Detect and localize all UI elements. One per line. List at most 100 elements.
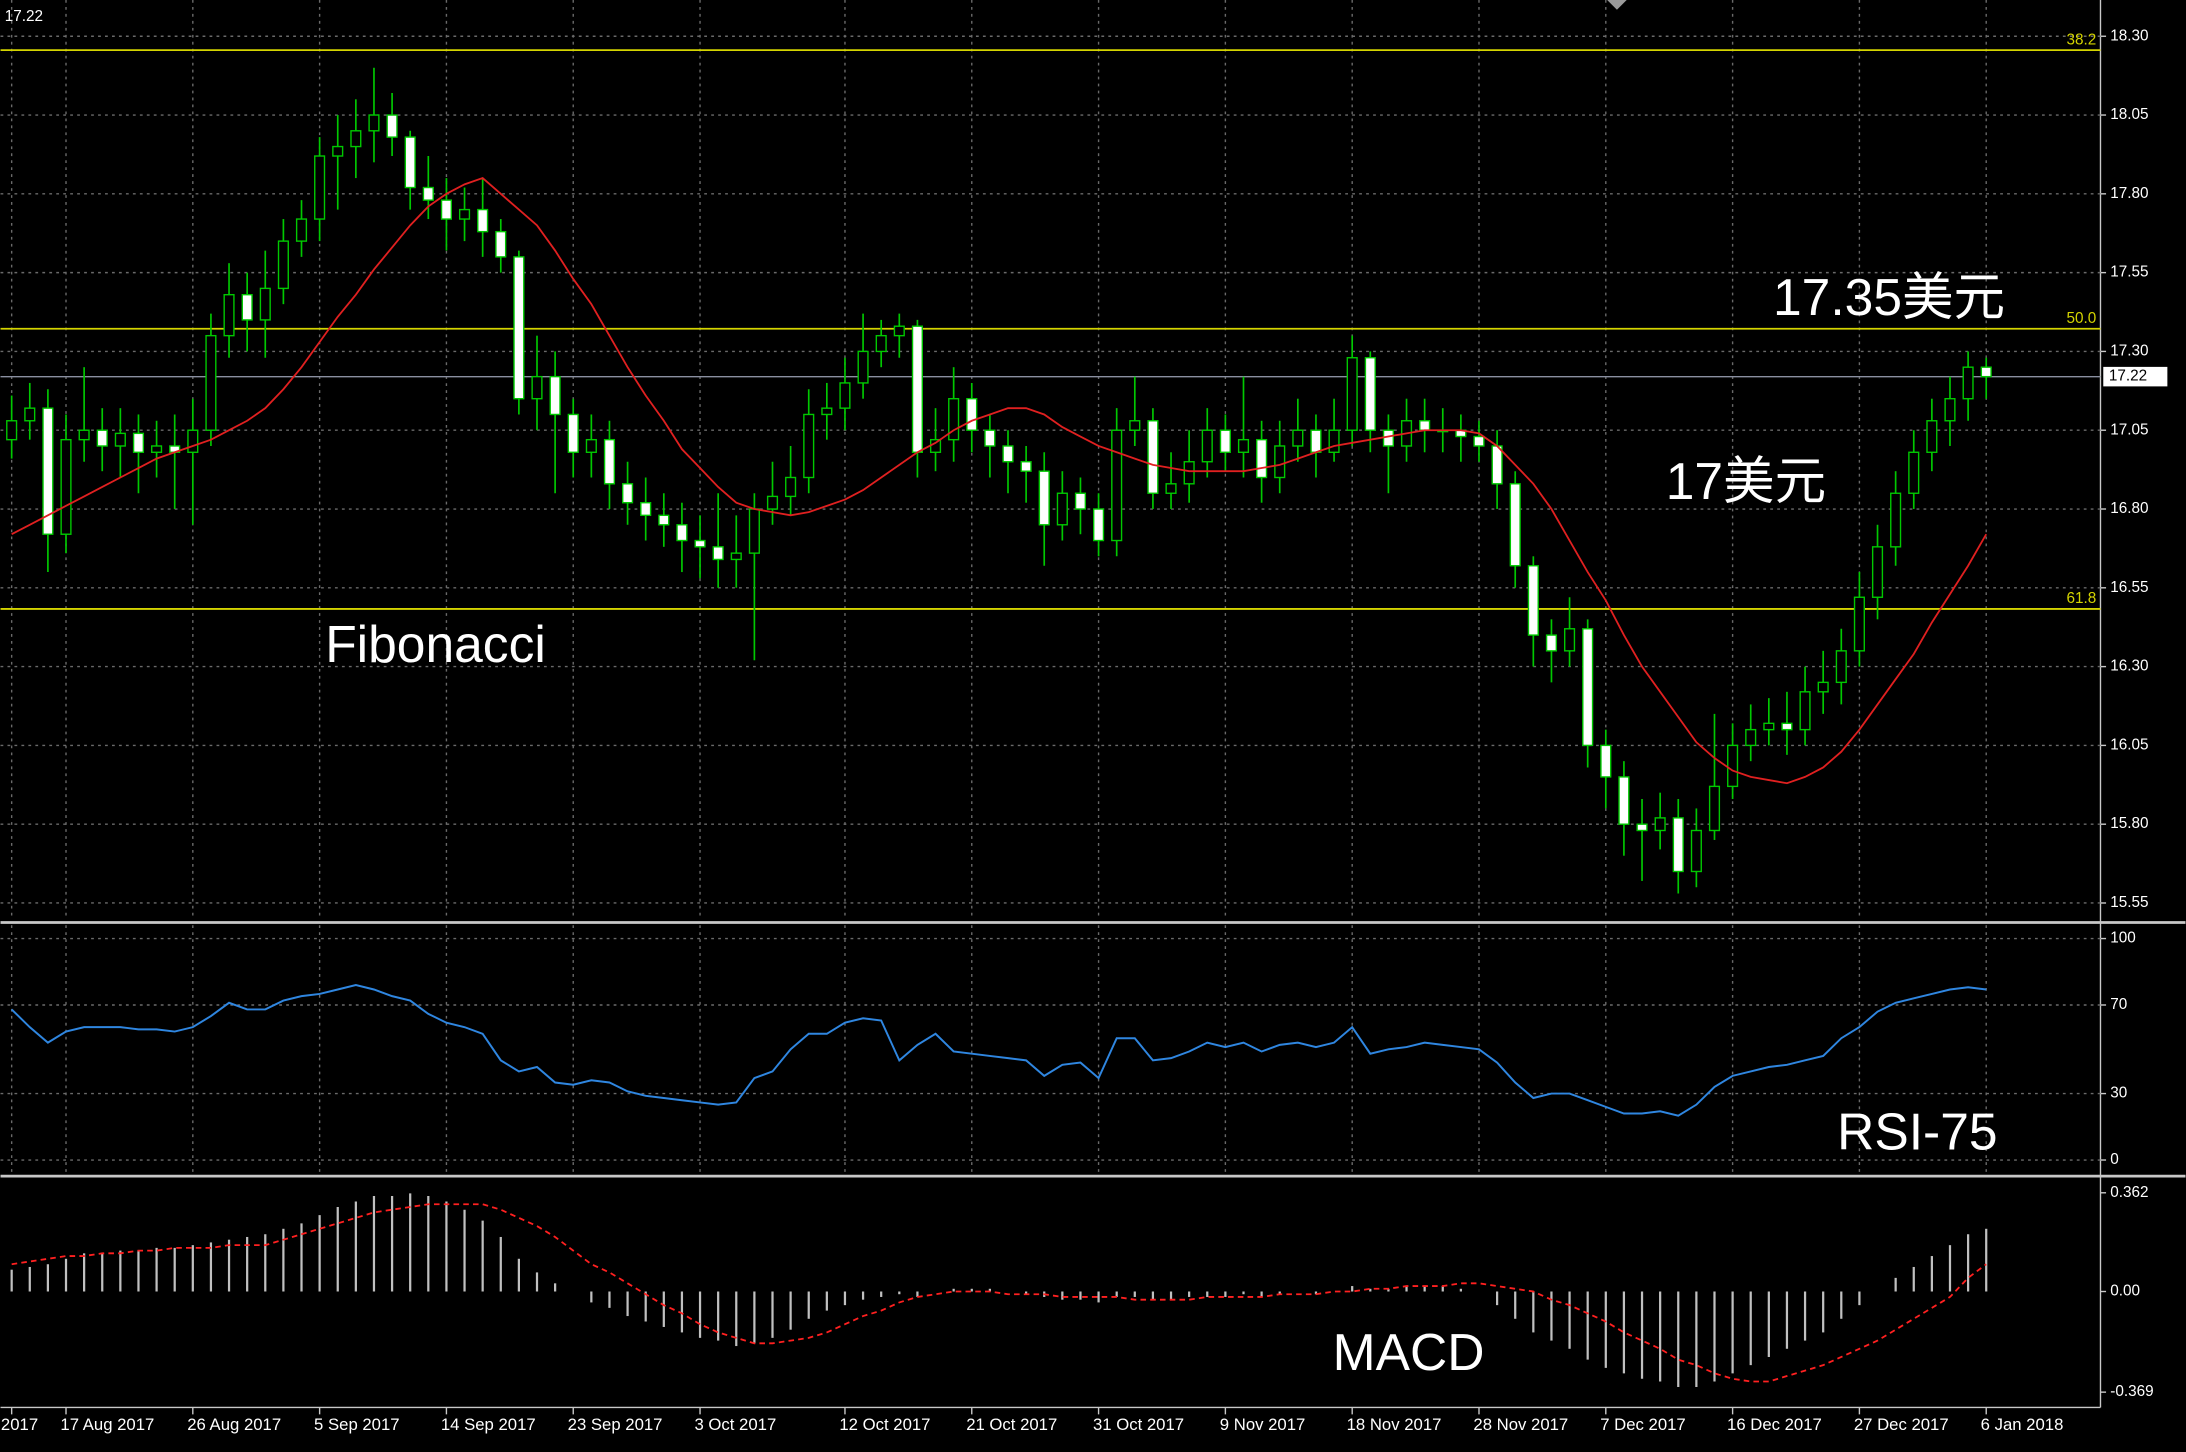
candle-body (1672, 817, 1684, 873)
annotation: Fibonacci (325, 615, 546, 673)
candle-body (1310, 429, 1322, 453)
x-tick-label: 23 Sep 2017 (568, 1415, 663, 1434)
candle-body (259, 287, 271, 321)
indicator-label: MACD (1333, 1323, 1485, 1381)
candle-body (1636, 823, 1648, 832)
candle-body (332, 145, 344, 157)
candle-body (1183, 461, 1195, 485)
candle-body (96, 429, 108, 447)
candle-body (640, 502, 652, 517)
candle-body (1093, 508, 1105, 542)
candle-body (1781, 722, 1793, 731)
candle-body (1038, 470, 1050, 526)
candle-body (42, 407, 54, 535)
candle-body (1201, 429, 1213, 463)
candle-body (948, 398, 960, 441)
fibonacci-label: 50.0 (2066, 310, 2096, 327)
candle-body (477, 208, 489, 233)
y-tick-label: 18.05 (2110, 106, 2148, 123)
candle-body (1111, 429, 1123, 542)
moving-average (11, 177, 1988, 785)
candle-body (1600, 744, 1612, 778)
candle-body (132, 432, 145, 453)
x-tick-label: 26 Aug 2017 (187, 1415, 281, 1434)
candle-body (1582, 628, 1594, 747)
candle-body (223, 293, 235, 337)
candle-body (1926, 420, 1938, 453)
candle-body (1292, 429, 1304, 447)
candle-body (151, 445, 163, 453)
fibonacci-label: 38.2 (2066, 31, 2096, 48)
candle-body (241, 293, 253, 321)
candle-body (1274, 445, 1286, 479)
candle-body (513, 256, 525, 400)
y-tick-label: -0.369 (2110, 1383, 2153, 1400)
candle-body (1708, 785, 1721, 832)
candle-body (422, 186, 434, 201)
candle-body (1908, 451, 1920, 494)
candle-body (785, 476, 797, 498)
last-price-tag (2103, 366, 2168, 387)
candle-body (24, 407, 36, 422)
candle-body (1147, 420, 1159, 494)
y-tick-label: 16.80 (2110, 500, 2148, 517)
candle-body (1165, 483, 1177, 494)
candle-body (495, 230, 507, 258)
y-tick-label: 0.00 (2110, 1283, 2140, 1300)
candle-body (1654, 817, 1666, 832)
candle-body (1980, 366, 1992, 378)
candle-body (1328, 429, 1340, 453)
candle-body (1962, 366, 1974, 400)
y-tick-label: 15.80 (2110, 815, 2148, 832)
candle-body (368, 114, 380, 132)
y-tick-label: 15.55 (2110, 894, 2148, 911)
annotation: 17美元 (1666, 452, 1826, 510)
candle-body (694, 539, 706, 548)
candle-body (748, 508, 760, 554)
y-tick-label: 17.55 (2110, 264, 2148, 281)
x-tick-label: 31 Oct 2017 (1093, 1415, 1184, 1434)
candle-body (966, 398, 978, 431)
candle-body (766, 495, 779, 510)
candle-body (1835, 650, 1847, 684)
x-tick-label: 16 Dec 2017 (1727, 1415, 1822, 1434)
x-tick-label: 2017 (1, 1415, 38, 1434)
candle-body (1944, 398, 1956, 422)
candle-body (1618, 776, 1630, 825)
candle-body (1002, 445, 1014, 463)
candle-body (350, 130, 362, 148)
y-tick-label: 16.30 (2110, 658, 2148, 675)
candle-body (1509, 483, 1521, 567)
y-tick-label: 70 (2110, 996, 2127, 1013)
rsi-line (10, 984, 1987, 1117)
candle-body (803, 413, 815, 479)
x-tick-label: 17 Aug 2017 (60, 1415, 154, 1434)
candle-body (6, 420, 18, 441)
x-tick-label: 27 Dec 2017 (1854, 1415, 1949, 1434)
candle-body (821, 407, 833, 416)
candle-body (1799, 691, 1811, 731)
candle-body (531, 375, 543, 400)
annotation: 17.35美元 (1773, 268, 2005, 326)
current-price-header: 17.22 (5, 8, 43, 25)
candle-body (1074, 492, 1087, 510)
candle-body (1473, 435, 1485, 447)
indicator-label: RSI-75 (1837, 1103, 1997, 1161)
y-tick-label: 100 (2110, 930, 2136, 947)
candle-body (386, 114, 398, 138)
candle-body (1491, 445, 1503, 485)
candle-body (1020, 461, 1032, 472)
scroll-marker (1607, 0, 1627, 10)
candle-body (78, 429, 90, 441)
candle-body (567, 413, 579, 453)
x-tick-label: 12 Oct 2017 (839, 1415, 930, 1434)
y-tick-label: 16.55 (2110, 579, 2148, 596)
candle-body (1219, 429, 1231, 453)
candle-body (1545, 634, 1558, 652)
candle-body (187, 429, 199, 453)
y-tick-label: 0.362 (2110, 1184, 2148, 1201)
y-tick-label: 0 (2110, 1151, 2119, 1168)
